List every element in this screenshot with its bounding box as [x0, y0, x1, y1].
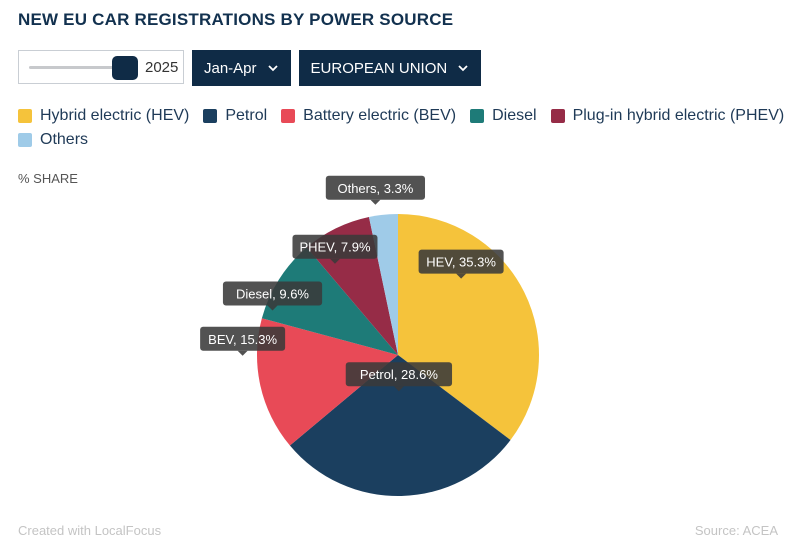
pie-slice-others[interactable]	[368, 214, 398, 355]
chart-legend: Hybrid electric (HEV) Petrol Battery elect…	[18, 107, 788, 149]
pie-slice-diesel[interactable]	[261, 247, 398, 356]
slider-track[interactable]	[29, 66, 123, 69]
slice-label-box	[325, 175, 426, 200]
slice-label-text: BEV, 15.3%	[208, 332, 277, 347]
slice-label-box	[292, 234, 378, 259]
slice-label-pointer	[237, 350, 248, 356]
legend-item[interactable]: Plug-in hybrid electric (PHEV)	[550, 107, 785, 125]
source-text: Source: ACEA	[694, 523, 778, 538]
credit-text: Created with LocalFocus	[18, 523, 162, 538]
slice-label-hev: HEV, 35.3%	[418, 249, 504, 279]
slider-thumb[interactable]	[112, 56, 138, 80]
legend-item[interactable]: Petrol	[203, 107, 267, 125]
legend-swatch	[470, 109, 485, 123]
chart-controls: 2025 Jan-Apr EUROPEAN UNION	[18, 50, 482, 86]
slice-label-box	[200, 326, 286, 351]
chevron-down-icon	[458, 65, 468, 72]
slice-label-phev: PHEV, 7.9%	[292, 234, 378, 264]
legend-swatch	[203, 109, 218, 123]
slice-label-text: Others, 3.3%	[337, 181, 413, 196]
legend-item[interactable]: Hybrid electric (HEV)	[18, 107, 189, 125]
pie-slice-bev[interactable]	[256, 318, 398, 446]
legend-item[interactable]: Others	[18, 131, 88, 149]
region-dropdown-label: EUROPEAN UNION	[310, 59, 448, 77]
legend-label: Others	[40, 131, 89, 148]
pie-slice-petrol[interactable]	[289, 355, 511, 497]
slice-label-diesel: Diesel, 9.6%	[222, 281, 323, 311]
legend-label: Diesel	[492, 107, 537, 124]
legend-item[interactable]: Diesel	[470, 107, 537, 125]
region-dropdown[interactable]: EUROPEAN UNION	[298, 50, 482, 86]
pie-slice-hev[interactable]	[398, 214, 539, 441]
slice-label-pointer	[456, 273, 467, 279]
legend-label: Plug-in hybrid electric (PHEV)	[572, 107, 785, 124]
legend-swatch	[550, 109, 565, 123]
slice-label-pointer	[370, 199, 381, 205]
legend-label: Petrol	[225, 107, 268, 124]
slice-label-pointer	[329, 258, 340, 264]
slice-label-bev: BEV, 15.3%	[200, 326, 286, 356]
chart-title: NEW EU CAR REGISTRATIONS BY POWER SOURCE	[18, 10, 454, 29]
legend-swatch	[18, 109, 32, 123]
slice-label-petrol: Petrol, 28.6%	[345, 362, 453, 392]
slice-label-text: HEV, 35.3%	[426, 255, 496, 270]
slice-label-text: PHEV, 7.9%	[299, 240, 371, 255]
pie-slice-phev[interactable]	[306, 217, 398, 355]
slice-label-others: Others, 3.3%	[325, 175, 426, 205]
slice-label-pointer	[267, 305, 278, 311]
year-value: 2025	[145, 59, 179, 76]
slice-label-pointer	[393, 386, 404, 392]
year-slider[interactable]: 2025	[18, 50, 184, 84]
legend-swatch	[281, 109, 296, 123]
slice-label-box	[345, 362, 453, 387]
slice-label-box	[418, 249, 504, 274]
legend-item[interactable]: Battery electric (BEV)	[281, 107, 456, 125]
period-dropdown-label: Jan-Apr	[204, 59, 257, 77]
unit-label: % SHARE	[18, 171, 78, 186]
chevron-down-icon	[267, 65, 278, 72]
period-dropdown[interactable]: Jan-Apr	[192, 50, 291, 86]
legend-label: Battery electric (BEV)	[303, 107, 457, 124]
slice-label-text: Diesel, 9.6%	[236, 286, 309, 301]
slice-label-text: Petrol, 28.6%	[360, 367, 438, 382]
legend-swatch	[18, 133, 32, 147]
slice-label-box	[222, 281, 323, 306]
legend-label: Hybrid electric (HEV)	[40, 107, 190, 124]
